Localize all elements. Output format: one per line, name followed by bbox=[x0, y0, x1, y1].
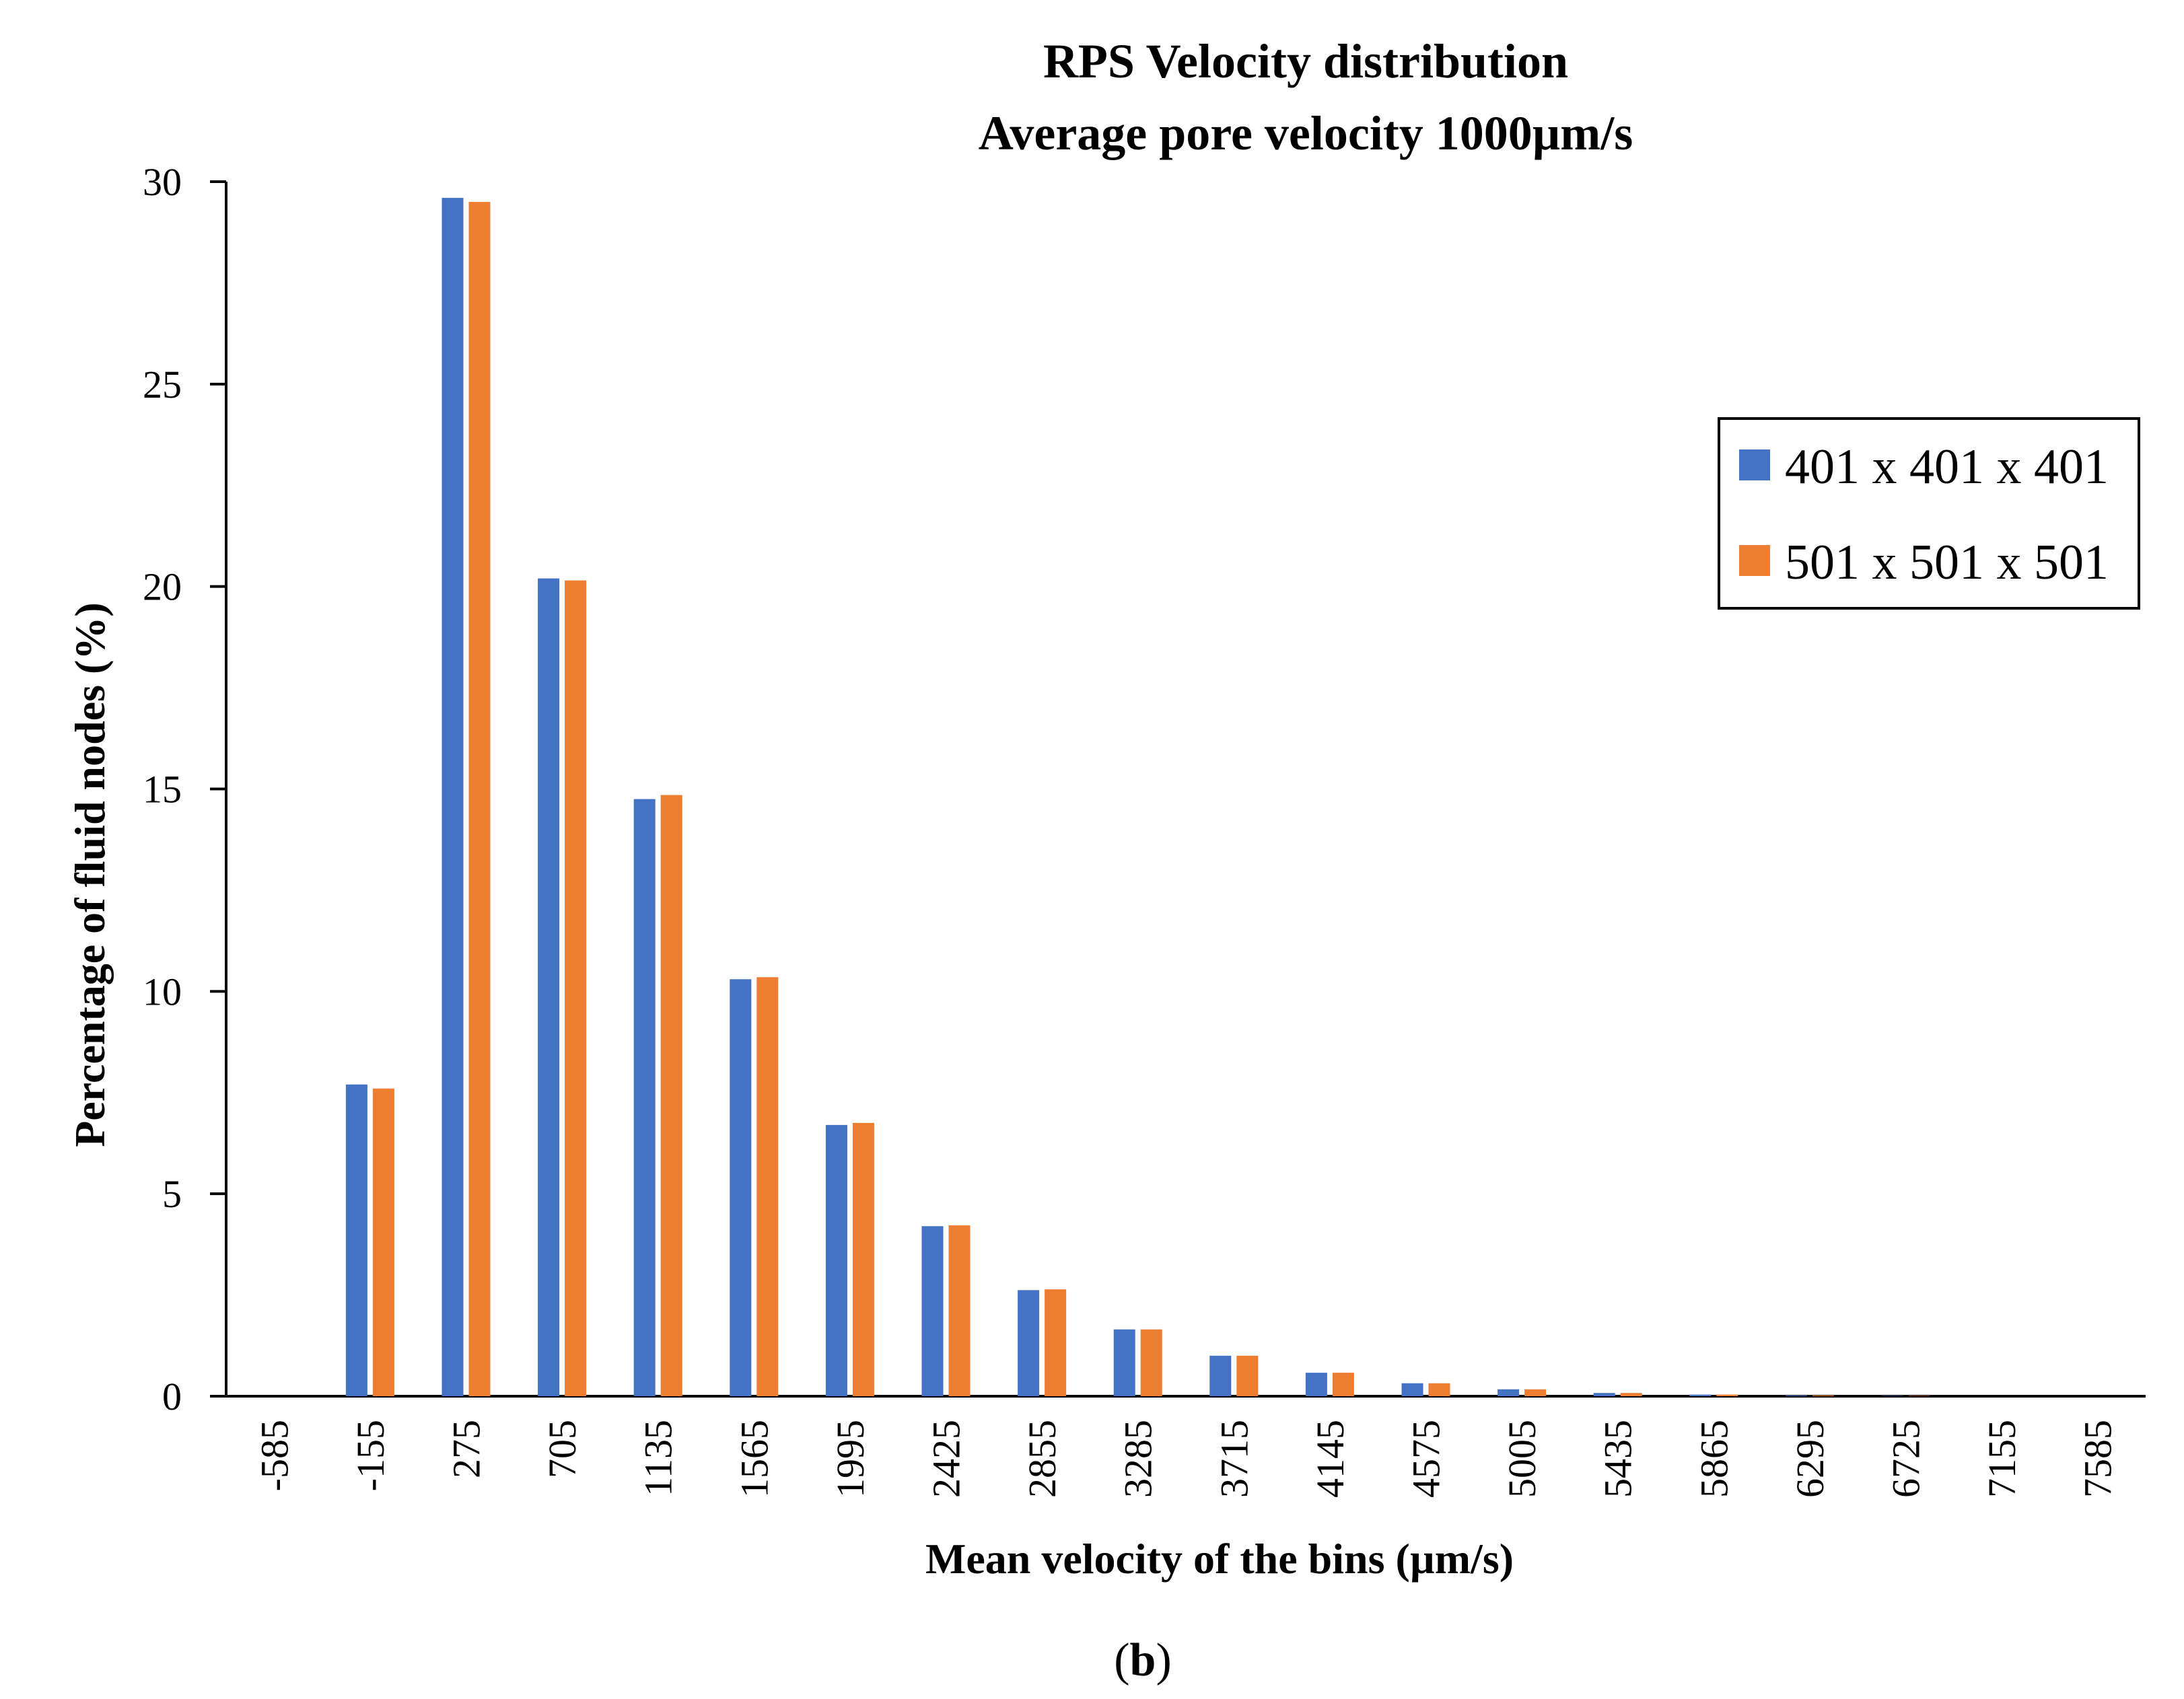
bar-series-1-5435 bbox=[1593, 1393, 1615, 1396]
y-tick-label: 0 bbox=[162, 1375, 182, 1418]
bar-series-1-4145 bbox=[1305, 1373, 1327, 1396]
x-axis-ticks: -585 -155 275 705 1135 1565 1995 2425 2855 3285 37… bbox=[252, 1420, 2119, 1498]
bars bbox=[345, 198, 1930, 1397]
x-tick-label: 7155 bbox=[1980, 1420, 2024, 1498]
chart-title-line-2: Average pore velocity 1000µm/s bbox=[979, 106, 1633, 160]
y-tick-label: 15 bbox=[143, 768, 182, 811]
legend: 401 x 401 x 401 501 x 501 x 501 bbox=[1718, 417, 2140, 610]
bar-series-1-1995 bbox=[825, 1124, 847, 1396]
x-tick-label: -585 bbox=[252, 1420, 296, 1491]
y-tick-label: 10 bbox=[143, 970, 182, 1013]
bar-series-2-5435 bbox=[1620, 1393, 1642, 1396]
bar-series-2-4145 bbox=[1332, 1373, 1354, 1396]
x-tick-label: 3715 bbox=[1212, 1420, 1256, 1498]
bar-series-1-5865 bbox=[1689, 1394, 1712, 1396]
bar-series-2-705 bbox=[565, 580, 587, 1397]
bar-series-2-2425 bbox=[948, 1225, 971, 1396]
legend-box bbox=[1718, 417, 2140, 610]
bar-series-1-2855 bbox=[1018, 1290, 1040, 1396]
bar-series-2-275 bbox=[468, 202, 491, 1396]
x-tick-label: 1565 bbox=[732, 1420, 776, 1498]
x-tick-label: 275 bbox=[445, 1420, 489, 1478]
bar-series-2-1995 bbox=[852, 1122, 874, 1396]
legend-label-series-1: 401 x 401 x 401 bbox=[1785, 439, 2109, 495]
x-tick-label: 5865 bbox=[1692, 1420, 1736, 1498]
bar-series-1-4575 bbox=[1401, 1383, 1423, 1396]
chart-title-line-1: RPS Velocity distribution bbox=[1043, 34, 1568, 88]
bar-series-2-5865 bbox=[1716, 1394, 1738, 1396]
x-tick-label: 3285 bbox=[1117, 1420, 1160, 1498]
caption-close-paren: ) bbox=[1156, 1634, 1171, 1686]
x-tick-label: 1135 bbox=[637, 1420, 680, 1496]
y-tick-label: 30 bbox=[143, 160, 182, 204]
x-tick-label: 2425 bbox=[925, 1420, 968, 1498]
caption-label: b bbox=[1130, 1634, 1156, 1686]
x-tick-label: -155 bbox=[349, 1420, 392, 1491]
y-axis-ticks: 0 5 10 15 20 25 30 bbox=[143, 160, 226, 1418]
bar-series-1-275 bbox=[442, 198, 464, 1397]
x-axis-title: Mean velocity of the bins (µm/s) bbox=[925, 1535, 1514, 1583]
x-tick-label: 705 bbox=[540, 1420, 584, 1478]
bar-series-2-1135 bbox=[660, 795, 682, 1396]
bar-series-2--155 bbox=[372, 1088, 394, 1396]
y-tick-label: 20 bbox=[143, 565, 182, 609]
y-tick-label: 25 bbox=[143, 363, 182, 406]
x-tick-label: 1995 bbox=[829, 1420, 872, 1498]
bar-series-1-2425 bbox=[921, 1226, 944, 1396]
bar-series-1--155 bbox=[345, 1084, 367, 1396]
bar-series-1-1565 bbox=[730, 979, 752, 1396]
x-tick-label: 4145 bbox=[1308, 1420, 1352, 1498]
bar-series-2-4575 bbox=[1428, 1383, 1450, 1396]
y-tick-label: 5 bbox=[162, 1172, 182, 1216]
figure-caption: (b) bbox=[1114, 1634, 1172, 1686]
x-tick-label: 5435 bbox=[1596, 1420, 1640, 1498]
x-tick-label: 7585 bbox=[2076, 1420, 2120, 1498]
bar-series-1-705 bbox=[538, 578, 560, 1397]
x-tick-label: 6295 bbox=[1788, 1420, 1832, 1498]
x-tick-label: 2855 bbox=[1020, 1420, 1064, 1498]
bar-series-1-1135 bbox=[633, 799, 656, 1396]
legend-swatch-series-2 bbox=[1739, 545, 1770, 576]
bar-series-2-5005 bbox=[1524, 1389, 1547, 1396]
caption-open-paren: ( bbox=[1114, 1634, 1129, 1686]
bar-series-1-5005 bbox=[1498, 1389, 1520, 1396]
y-axis-title: Percentage of fluid nodes (%) bbox=[66, 602, 114, 1147]
bar-series-2-3715 bbox=[1236, 1355, 1259, 1396]
legend-swatch-series-1 bbox=[1739, 449, 1770, 480]
bar-series-1-3285 bbox=[1113, 1329, 1135, 1396]
bar-series-1-3715 bbox=[1209, 1355, 1232, 1396]
x-tick-label: 4575 bbox=[1405, 1420, 1448, 1498]
x-tick-label: 6725 bbox=[1884, 1420, 1928, 1498]
legend-label-series-2: 501 x 501 x 501 bbox=[1785, 535, 2109, 590]
bar-series-2-2855 bbox=[1045, 1289, 1067, 1396]
bar-series-2-3285 bbox=[1140, 1329, 1162, 1396]
x-tick-label: 5005 bbox=[1500, 1420, 1544, 1498]
bar-series-2-1565 bbox=[756, 977, 779, 1396]
